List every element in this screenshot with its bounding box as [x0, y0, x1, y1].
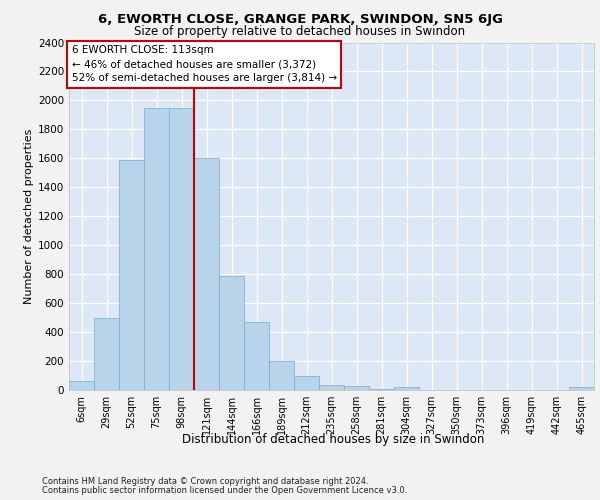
Bar: [94, 318, 119, 390]
Text: 6 EWORTH CLOSE: 113sqm
← 46% of detached houses are smaller (3,372)
52% of semi-: 6 EWORTH CLOSE: 113sqm ← 46% of detached…: [71, 46, 337, 84]
Text: Size of property relative to detached houses in Swindon: Size of property relative to detached ho…: [134, 25, 466, 38]
Bar: [344, 386, 369, 390]
Bar: [569, 387, 594, 390]
Bar: [144, 108, 169, 390]
Text: Contains public sector information licensed under the Open Government Licence v3: Contains public sector information licen…: [42, 486, 407, 495]
Y-axis label: Number of detached properties: Number of detached properties: [24, 128, 34, 304]
Bar: [369, 389, 394, 390]
Text: Distribution of detached houses by size in Swindon: Distribution of detached houses by size …: [182, 432, 484, 446]
Text: 6, EWORTH CLOSE, GRANGE PARK, SWINDON, SN5 6JG: 6, EWORTH CLOSE, GRANGE PARK, SWINDON, S…: [97, 12, 503, 26]
Bar: [244, 322, 269, 390]
Text: Contains HM Land Registry data © Crown copyright and database right 2024.: Contains HM Land Registry data © Crown c…: [42, 477, 368, 486]
Bar: [269, 361, 294, 390]
Bar: [194, 158, 219, 390]
Bar: [69, 382, 94, 390]
Bar: [319, 385, 344, 390]
Bar: [219, 276, 244, 390]
Bar: [119, 160, 144, 390]
Bar: [394, 387, 419, 390]
Bar: [169, 108, 194, 390]
Bar: [294, 376, 319, 390]
